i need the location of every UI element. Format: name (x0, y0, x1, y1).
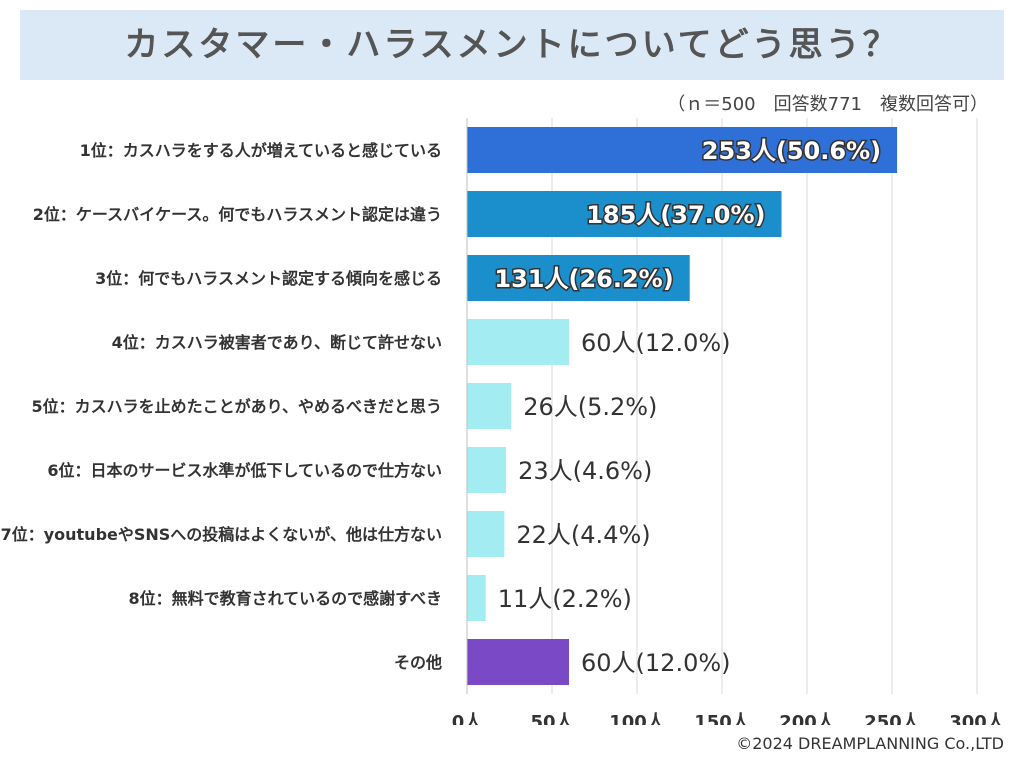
bar (467, 127, 898, 173)
bar (467, 447, 507, 493)
data-label: 11人(2.2%) (498, 585, 632, 613)
category-label: 6位：日本のサービス水準が低下しているので仕方ない (47, 461, 442, 480)
data-label: 60人(12.0%) (581, 649, 731, 677)
category-label: 8位：無料で教育されているので感謝すべき (128, 589, 442, 608)
category-label: 1位：カスハラをする人が増えていると感じている (80, 141, 442, 160)
bar-chart: 1位：カスハラをする人が増えていると感じている 253人(50.6%) 2位：ケース… (1, 118, 1006, 725)
bar (467, 191, 782, 237)
category-label: その他 (394, 653, 442, 672)
data-label: 60人(12.0%) (581, 329, 731, 357)
chart-title: カスタマー・ハラスメントについてどう思う？ (124, 25, 900, 65)
category-label: 5位：カスハラを止めたことがあり、やめるべきだと思う (32, 397, 443, 416)
x-tick-label: 150人 (694, 712, 751, 725)
data-label: 23人(4.6%) (518, 457, 652, 485)
bar (467, 255, 690, 301)
data-label: 22人(4.4%) (516, 521, 650, 549)
bar (467, 383, 512, 429)
x-tick-label: 300人 (949, 712, 1006, 725)
x-tick-label: 250人 (864, 712, 921, 725)
category-label: 2位：ケースバイケース。何でもハラスメント認定は違う (33, 205, 442, 224)
category-label: 4位：カスハラ被害者であり、断じて許せない (112, 333, 442, 352)
sample-note: （ｎ＝500 回答数771 複数回答可） (667, 94, 988, 115)
data-label: 185人(37.0%) (586, 201, 765, 229)
bar (467, 511, 505, 557)
x-tick-label: 50人 (530, 712, 574, 725)
bar (467, 319, 569, 365)
bar (467, 639, 569, 685)
bar (467, 575, 486, 621)
x-tick-label: 100人 (609, 712, 666, 725)
copyright-credit: ©2024 DREAMPLANNING Co.,LTD (736, 734, 1004, 753)
data-label: 26人(5.2%) (523, 393, 657, 421)
category-label: 7位：youtubeやSNSへの投稿はよくないが、他は仕方ない (1, 525, 442, 544)
x-tick-label: 0人 (452, 712, 484, 725)
x-tick-label: 200人 (779, 712, 836, 725)
data-label: 131人(26.2%) (494, 265, 673, 293)
data-label: 253人(50.6%) (702, 137, 881, 165)
title-band: カスタマー・ハラスメントについてどう思う？ (20, 10, 1004, 80)
category-label: 3位：何でもハラスメント認定する傾向を感じる (95, 269, 442, 288)
